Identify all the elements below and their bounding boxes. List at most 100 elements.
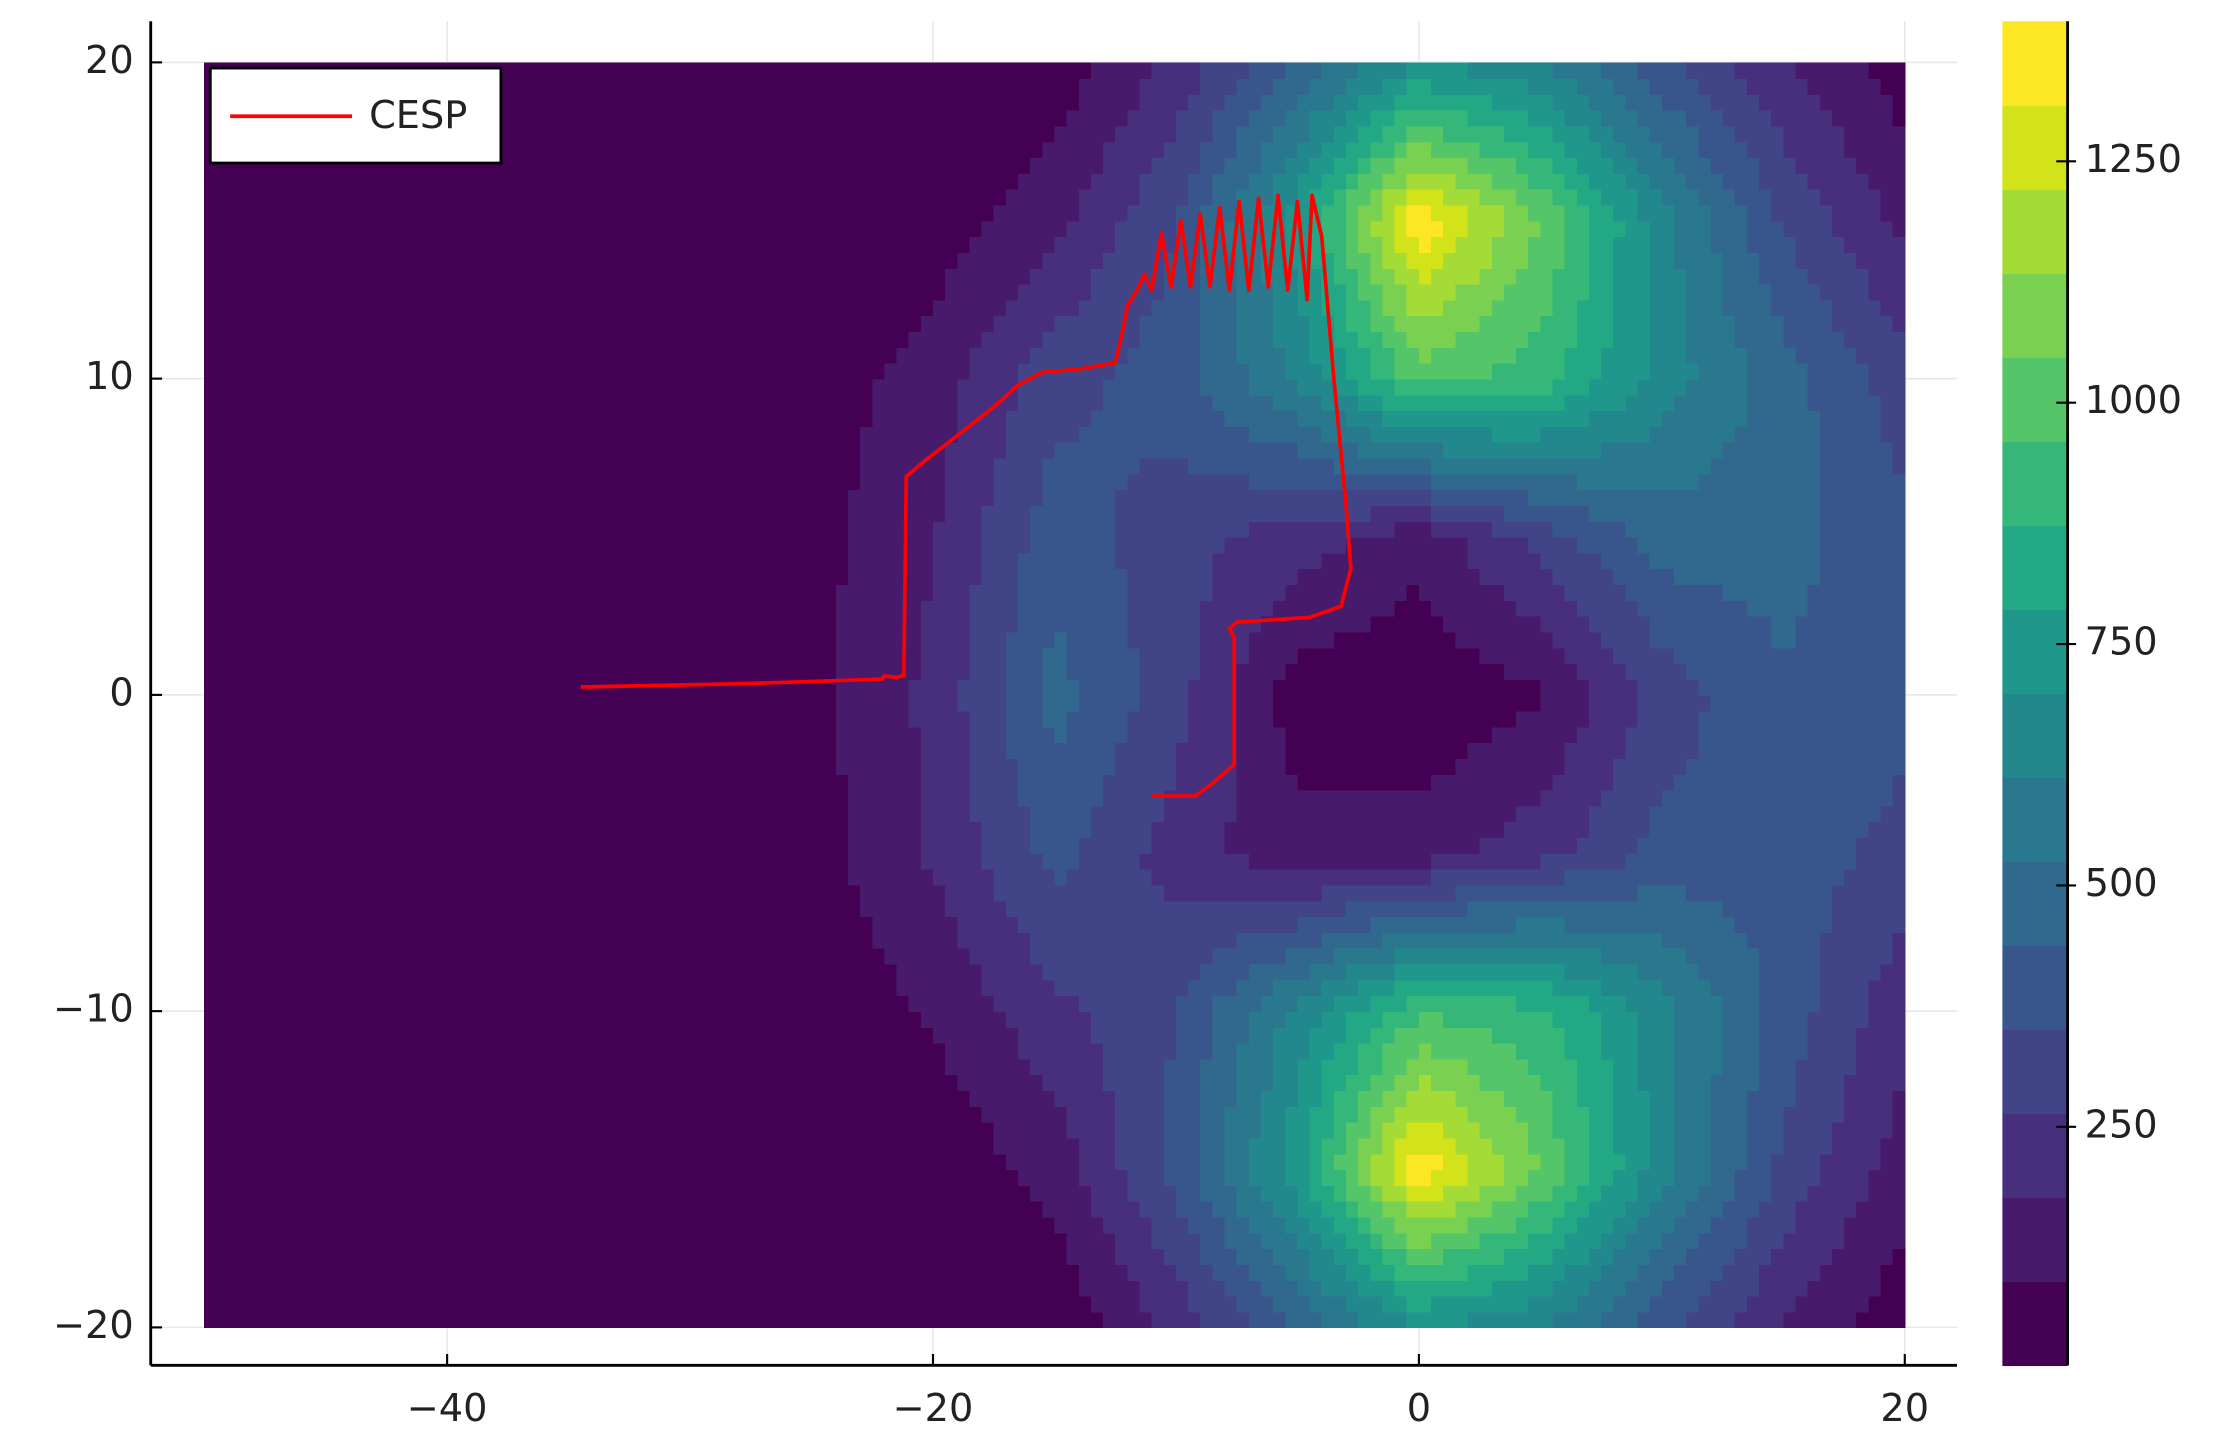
contour-cell (544, 1042, 558, 1060)
contour-cell (1030, 710, 1044, 728)
contour-cell (653, 868, 667, 886)
contour-cell (1540, 884, 1554, 902)
contour-cell (398, 1248, 412, 1265)
contour-cell (981, 1248, 995, 1265)
contour-cell (1394, 1011, 1408, 1028)
contour-cell (1358, 1248, 1372, 1265)
contour-cell (264, 694, 278, 712)
contour-cell (1467, 916, 1481, 933)
contour-cell (957, 853, 971, 870)
contour-cell (447, 805, 461, 823)
contour-cell (1103, 1058, 1117, 1076)
contour-cell (993, 1311, 1007, 1329)
contour-cell (1856, 1106, 1870, 1123)
contour-cell (1285, 1121, 1299, 1139)
contour-cell (1673, 868, 1687, 886)
contour-cell (787, 726, 801, 744)
contour-cell (1892, 1153, 1906, 1171)
contour-cell (592, 995, 606, 1012)
contour-cell (1734, 1090, 1748, 1107)
contour-cell (1382, 1216, 1396, 1234)
contour-cell (264, 1153, 278, 1171)
contour-cell (1686, 1200, 1700, 1218)
contour-cell (1188, 1026, 1202, 1044)
contour-cell (422, 1011, 436, 1028)
contour-cell (1491, 1121, 1505, 1139)
contour-cell (1151, 1121, 1165, 1139)
contour-cell (933, 710, 947, 728)
contour-cell (617, 1248, 631, 1265)
contour-cell (1103, 1042, 1117, 1060)
contour-cell (1042, 900, 1056, 918)
contour-cell (957, 726, 971, 744)
contour-cell (277, 1232, 291, 1250)
contour-cell (933, 1264, 947, 1281)
contour-cell (823, 979, 837, 997)
contour-cell (1346, 963, 1360, 981)
contour-cell (1576, 853, 1590, 870)
contour-cell (252, 742, 266, 759)
contour-cell (289, 1074, 303, 1092)
contour-cell (362, 1295, 376, 1313)
contour-cell (1588, 1090, 1602, 1107)
contour-cell (690, 1026, 704, 1044)
contour-cell (240, 1185, 254, 1202)
contour-cell (216, 821, 230, 839)
contour-cell (1005, 1264, 1019, 1281)
contour-cell (1018, 1058, 1032, 1076)
contour-cell (1637, 1074, 1651, 1092)
contour-cell (349, 868, 363, 886)
contour-cell (252, 853, 266, 870)
contour-cell (301, 726, 315, 744)
contour-cell (1649, 1090, 1663, 1107)
contour-cell (1236, 1137, 1250, 1155)
contour-cell (362, 1200, 376, 1218)
contour-cell (1540, 995, 1554, 1012)
contour-cell (277, 1295, 291, 1313)
contour-cell (240, 1216, 254, 1234)
contour-cell (1333, 979, 1347, 997)
contour-cell (1273, 1295, 1287, 1313)
contour-cell (1066, 1058, 1080, 1076)
contour-cell (580, 758, 594, 775)
contour-cell (690, 979, 704, 997)
contour-cell (1297, 995, 1311, 1012)
contour-cell (1078, 1074, 1092, 1092)
contour-cell (1844, 884, 1858, 902)
contour-cell (1321, 916, 1335, 933)
contour-cell (665, 805, 679, 823)
contour-cell (726, 900, 740, 918)
contour-cell (1163, 1264, 1177, 1281)
contour-cell (398, 1074, 412, 1092)
contour-cell (1673, 995, 1687, 1012)
contour-cell (1710, 1153, 1724, 1171)
contour-cell (1880, 1279, 1894, 1297)
contour-cell (920, 932, 934, 949)
contour-cell (447, 1121, 461, 1139)
contour-cell (459, 932, 473, 949)
contour-cell (811, 1169, 825, 1186)
contour-cell (1260, 1090, 1274, 1107)
contour-cell (1856, 853, 1870, 870)
contour-cell (507, 1106, 521, 1123)
contour-cell (447, 1011, 461, 1028)
contour-cell (1625, 868, 1639, 886)
contour-cell (386, 1042, 400, 1060)
contour-cell (1273, 1058, 1287, 1076)
contour-cell (1273, 1248, 1287, 1265)
contour-cell (811, 932, 825, 949)
contour-cell (216, 773, 230, 791)
contour-cell (1103, 932, 1117, 949)
contour-cell (1346, 1185, 1360, 1202)
contour-cell (860, 947, 874, 965)
contour-cell (1005, 995, 1019, 1012)
contour-cell (908, 1185, 922, 1202)
contour-cell (568, 1169, 582, 1186)
contour-cell (1491, 1090, 1505, 1107)
contour-cell (1139, 758, 1153, 775)
contour-cell (240, 853, 254, 870)
contour-cell (1710, 1264, 1724, 1281)
contour-cell (349, 1121, 363, 1139)
contour-cell (641, 1106, 655, 1123)
contour-cell (1686, 1042, 1700, 1060)
